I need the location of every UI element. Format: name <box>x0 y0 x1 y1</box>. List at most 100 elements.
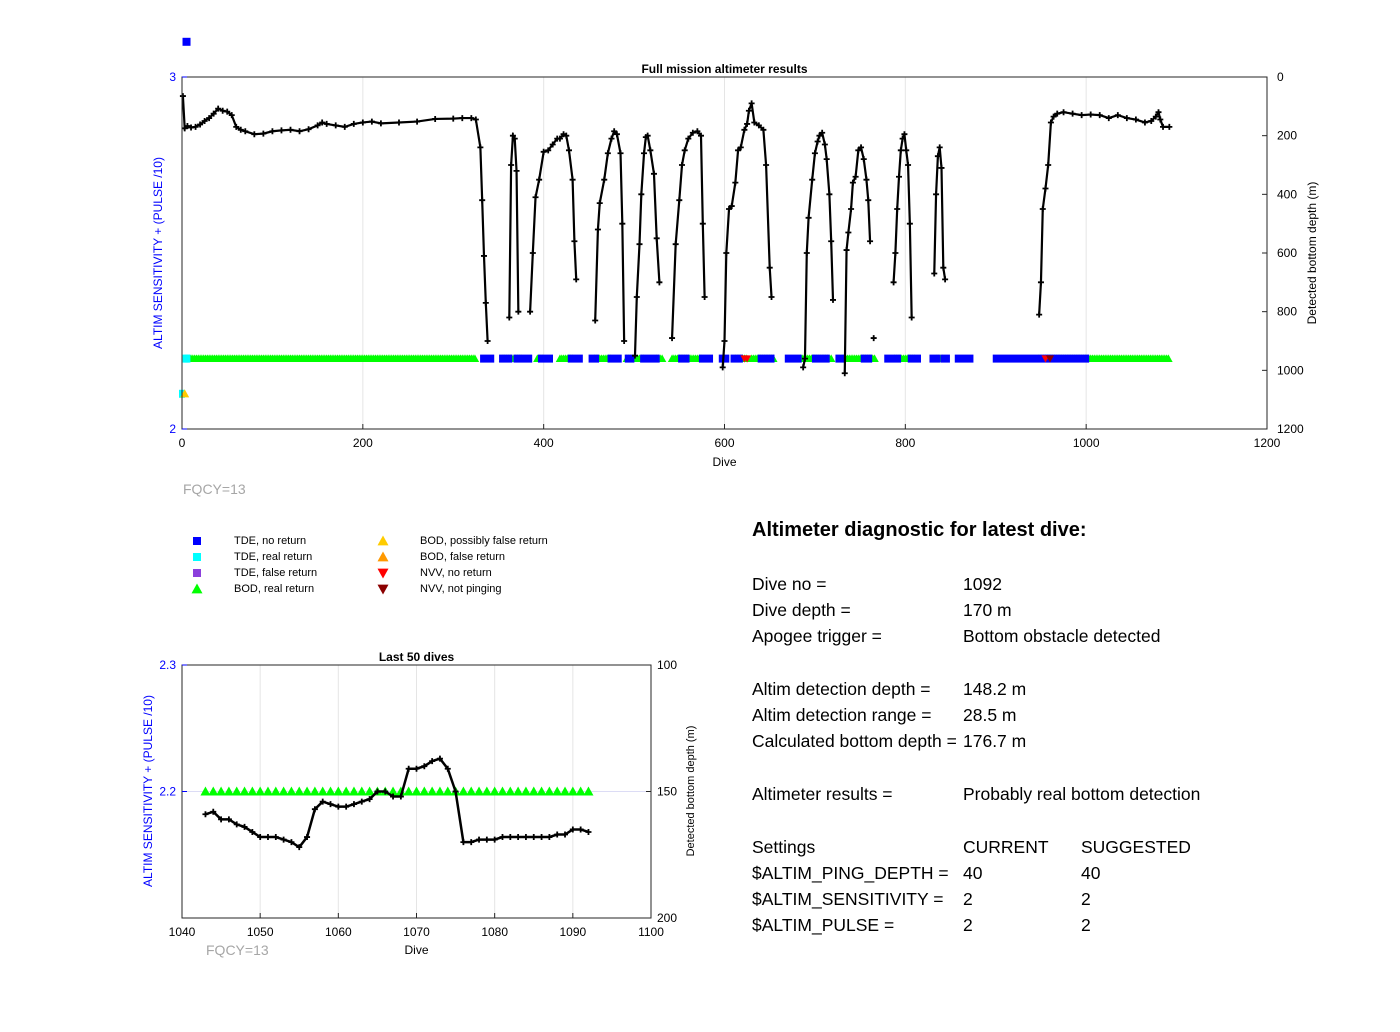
depth-point <box>304 834 311 841</box>
bod-real-return-marker <box>657 354 667 362</box>
depth-point <box>359 119 366 126</box>
bod-real-return-marker <box>560 786 571 796</box>
depth-point <box>305 126 312 133</box>
depth-point <box>476 836 483 843</box>
tde-no-return-marker <box>567 354 583 363</box>
full-mission-xlabel: Dive <box>712 455 736 469</box>
diagnostic-value: 170 m <box>963 600 1012 620</box>
depth-point <box>197 121 204 128</box>
last-50-title: Last 50 dives <box>379 650 455 664</box>
depth-point <box>228 112 235 119</box>
depth-point <box>701 294 708 300</box>
depth-point <box>1157 116 1164 123</box>
depth-point <box>1141 119 1148 126</box>
y-right-tick-label: 200 <box>1277 129 1297 143</box>
bod-real-return-marker <box>458 786 469 796</box>
depth-point <box>1037 279 1044 286</box>
depth-point <box>332 122 339 129</box>
x-tick-label: 800 <box>895 436 915 450</box>
depth-point <box>1042 185 1049 192</box>
depth-point <box>436 755 443 762</box>
depth-point <box>805 214 812 221</box>
depth-point <box>641 150 648 157</box>
legend-symbol <box>193 569 201 577</box>
depth-point <box>549 141 556 148</box>
depth-point <box>1045 162 1052 168</box>
diagnostic-label: Altim detection range = <box>752 705 932 725</box>
depth-point <box>636 241 643 248</box>
depth-point <box>896 173 903 180</box>
depth-point <box>323 120 330 127</box>
tde-no-return-marker <box>730 354 743 363</box>
depth-point <box>527 308 534 315</box>
bod-real-return-marker <box>325 786 336 796</box>
depth-point <box>906 220 913 227</box>
depth-point <box>241 823 248 830</box>
tde-no-return-marker <box>811 354 830 363</box>
depth-point <box>689 129 696 136</box>
depth-point <box>721 338 728 344</box>
depth-point <box>242 128 249 135</box>
depth-point <box>215 105 222 112</box>
bod-real-return-marker <box>575 786 586 796</box>
legend-symbol <box>377 584 389 595</box>
diagnostic-label: Dive depth = <box>752 600 851 620</box>
diagnostic-value: 2 <box>963 915 973 935</box>
tde-real-return-marker <box>184 354 191 363</box>
depth-point <box>843 247 850 254</box>
diagnostic-value: 40 <box>963 863 983 883</box>
depth-point <box>800 364 807 371</box>
depth-point <box>694 128 701 135</box>
bod-real-return-marker <box>223 786 234 796</box>
nvv-not-pinging-marker <box>1046 355 1054 363</box>
depth-point <box>491 836 498 843</box>
legend-square-marker <box>193 569 201 577</box>
legend-symbol <box>377 568 389 579</box>
depth-point <box>278 127 285 134</box>
legend-label: TDE, real return <box>234 551 313 563</box>
depth-point <box>413 765 420 772</box>
depth-point <box>933 191 940 198</box>
diagnostic-value: 176.7 m <box>963 731 1027 751</box>
depth-point <box>366 796 373 803</box>
depth-point <box>529 250 536 256</box>
x-tick-label: 1050 <box>247 925 274 939</box>
depth-point <box>573 276 580 283</box>
depth-point <box>210 110 217 117</box>
depth-point <box>890 279 897 286</box>
y-right-tick-label: 600 <box>1277 246 1297 260</box>
diagnostic-label: Dive no = <box>752 574 827 594</box>
depth-point <box>468 115 475 122</box>
depth-point <box>905 162 912 168</box>
x-tick-label: 1070 <box>403 925 430 939</box>
depth-point <box>744 120 751 127</box>
depth-point <box>540 148 547 155</box>
depth-point <box>823 156 830 163</box>
bod-real-return-marker <box>309 786 320 796</box>
depth-line-segment <box>181 96 489 342</box>
depth-point <box>899 135 906 142</box>
tde-no-return-marker <box>624 354 635 363</box>
diagnostic-row: $ALTIM_PULSE = 2 2 <box>752 915 1372 937</box>
diagnostic-value: 2 <box>963 889 973 909</box>
depth-point <box>594 226 601 233</box>
depth-point <box>257 834 264 841</box>
depth-point <box>760 126 767 133</box>
bod-real-return-marker <box>434 786 445 796</box>
y-left-tick-label: 2.3 <box>159 658 176 672</box>
depth-point <box>311 806 318 813</box>
depth-point <box>569 176 576 183</box>
diagnostic-label: $ALTIM_SENSITIVITY = <box>752 889 944 909</box>
depth-point <box>828 238 835 245</box>
legend-square-marker <box>193 553 201 561</box>
full-mission-title: Full mission altimeter results <box>641 62 807 76</box>
depth-point <box>644 132 651 139</box>
bod-real-return-marker <box>520 786 531 796</box>
diagnostic-value: 1092 <box>963 574 1002 594</box>
depth-point <box>656 279 663 286</box>
depth-point <box>296 844 303 851</box>
depth-point <box>444 765 451 772</box>
depth-point <box>897 147 904 154</box>
bod-real-return-marker <box>270 786 281 796</box>
diagnostic-suggested-value: 40 <box>1081 863 1101 883</box>
